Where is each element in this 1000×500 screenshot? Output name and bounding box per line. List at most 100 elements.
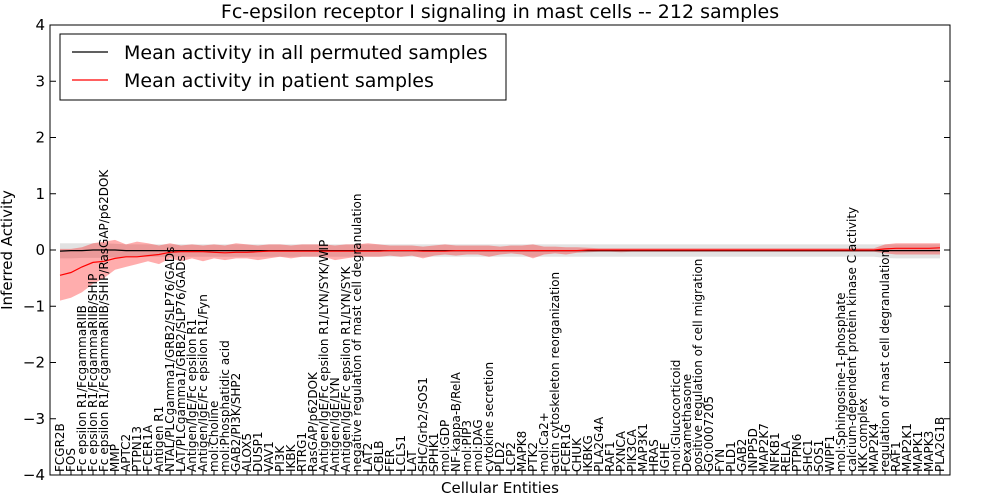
x-category-label: FCER1G	[559, 424, 573, 472]
x-category-label: MAP2K4	[867, 423, 881, 472]
x-category-label: cytokine secretion	[482, 362, 496, 472]
x-category-label: PIK3CA	[625, 428, 639, 472]
x-category-label: SHC1	[801, 439, 815, 472]
y-tick-label: 3	[35, 72, 45, 90]
y-tick-label: −1	[23, 297, 45, 315]
x-category-label: actin cytoskeleton reorganization	[548, 272, 562, 472]
x-category-label: mol:Ca2+	[537, 412, 551, 472]
x-category-label: LCP2	[504, 442, 518, 472]
x-category-label: RELA	[779, 440, 793, 472]
x-category-label: calcium-dependent protein kinase C activ…	[845, 207, 859, 472]
x-category-label: IKBK	[284, 443, 298, 472]
x-category-label: SPHK1	[427, 433, 441, 472]
x-category-label: Fc epsilon R1/FcgammaRIIB/SHIP/RasGAP/p6…	[97, 169, 111, 472]
x-category-label: RAF1	[889, 441, 903, 472]
x-category-label: FYN	[713, 449, 727, 472]
x-category-label: mol:PIP3	[460, 420, 474, 472]
x-category-label: PTPN13	[130, 426, 144, 472]
x-category-label: mol:Glucocorticoid	[669, 360, 683, 472]
x-category-label: MAP2K1	[900, 423, 914, 472]
x-category-label: CHUK	[570, 437, 584, 472]
line-patient	[59, 247, 941, 276]
x-category-label: FER	[383, 449, 397, 472]
x-category-label: PLA2G1B	[933, 417, 947, 472]
x-category-label: LAT/PLCgamma1/GRB2/SLP76/GADs	[174, 255, 188, 472]
x-category-label: IGHE	[658, 443, 672, 472]
x-category-label: ALOX5	[240, 433, 254, 472]
x-category-label: Fc epsilon R1/FcgammaRIIB/SHIP	[86, 274, 100, 472]
legend: Mean activity in all permuted samples Me…	[59, 33, 507, 101]
x-category-label: Antigen/IgE/LYN	[328, 377, 342, 472]
x-category-label: PLA2G4A	[592, 416, 606, 472]
legend-label-patient: Mean activity in patient samples	[124, 70, 434, 92]
x-category-label: mol:GDP	[438, 420, 452, 472]
series-lines	[59, 247, 941, 276]
x-category-label: mol:DAG	[471, 419, 485, 472]
x-category-label: Fc epsilon R1/FcgammaRIIB	[75, 305, 89, 472]
x-category-label: GAB2	[735, 439, 749, 472]
y-tick-label: −3	[23, 410, 45, 428]
x-category-label: VAV1	[262, 441, 276, 472]
x-category-label: PLD1	[724, 441, 738, 472]
x-category-label: mol:Choline	[207, 401, 221, 472]
x-category-label: Antigen/IgE/Fc epsilon R1/LYN/SYK	[339, 265, 353, 472]
y-axis-ticks: 4 3 2 1 0 −1 −2 −3 −4	[23, 16, 950, 484]
x-category-label: MAPK3	[922, 431, 936, 472]
legend-box	[59, 33, 507, 101]
x-category-label: PI3K	[273, 445, 287, 472]
y-tick-label: 4	[35, 16, 45, 34]
x-category-label: APTC2	[119, 434, 133, 472]
x-category-label: PTK2	[526, 442, 540, 472]
x-category-label: mol:Phosphatidic acid	[218, 340, 232, 472]
x-category-label: DUSP1	[251, 431, 265, 472]
y-tick-label: 2	[35, 129, 45, 147]
x-category-label: FCER1A	[141, 424, 155, 472]
x-category-label: Antigen/IgE/Fc epsilon R1	[185, 319, 199, 472]
x-category-label: regulation of mast cell degranulation	[878, 250, 892, 472]
x-category-label: RasGAP/p62DOK	[306, 371, 320, 472]
x-category-label: Antigen R1	[152, 406, 166, 472]
x-category-label: Antigen/IgE/Fc epsilon R1/Fyn	[196, 294, 210, 472]
x-axis-label: Cellular Entities	[441, 479, 559, 497]
x-category-label: PLD2	[493, 441, 507, 472]
x-category-label: MAP3K1	[636, 423, 650, 472]
x-category-label: IKK complex	[856, 398, 870, 472]
x-category-label: LAT2	[361, 443, 375, 472]
x-category-label: LCLS1	[394, 435, 408, 472]
y-tick-label: 1	[35, 185, 45, 203]
x-category-label: INPP5D	[746, 428, 760, 472]
x-category-label: positive regulation of cell migration	[691, 259, 705, 472]
x-category-label: NTAL/PLCgamma1/GRB2/SLP76/GADs	[163, 247, 177, 472]
x-category-label: FCGR2B	[53, 423, 67, 472]
x-category-label: IKBKG	[581, 435, 595, 472]
x-category-label: CBLB	[372, 440, 386, 472]
x-category-label: Antigen/IgE/Fc epsilon R1/LYN/SYK/WIP	[317, 240, 331, 472]
x-category-label: SHC/Grb2/SOS1	[416, 377, 430, 472]
x-category-label: mol:Sphingosine-1-phosphate	[834, 293, 848, 473]
x-category-label: NF-kappa-B/RelA	[449, 371, 463, 472]
y-axis-label: Inferred Activity	[0, 190, 16, 310]
x-category-label: MAPK8	[515, 431, 529, 472]
x-category-label: MMP	[108, 444, 122, 472]
y-tick-label: −2	[23, 354, 45, 372]
x-category-label: Dexamethasone	[680, 374, 694, 472]
chart-title: Fc-epsilon receptor I signaling in mast …	[221, 1, 779, 23]
legend-label-permuted: Mean activity in all permuted samples	[124, 42, 487, 64]
x-category-label: PTPN6	[790, 434, 804, 472]
x-category-label: GAB2/PI3K/SHP2	[229, 373, 243, 472]
x-category-label: GO:0007205	[702, 396, 716, 472]
x-category-label: negative regulation of mast cell degranu…	[350, 193, 364, 472]
band-patient	[60, 239, 940, 301]
x-category-label: NFKB1	[768, 432, 782, 472]
x-category-label: HRAS	[647, 439, 661, 472]
x-category-label: FOS	[64, 448, 78, 472]
x-category-label: MAP2K7	[757, 423, 771, 472]
x-category-label: RTRG1	[295, 432, 309, 472]
x-category-label: MAPK1	[911, 431, 925, 472]
y-tick-label: 0	[35, 241, 45, 259]
x-category-label: SOS1	[812, 440, 826, 472]
x-category-label: LAT	[405, 450, 419, 472]
x-category-label: PXNCA	[614, 430, 628, 472]
